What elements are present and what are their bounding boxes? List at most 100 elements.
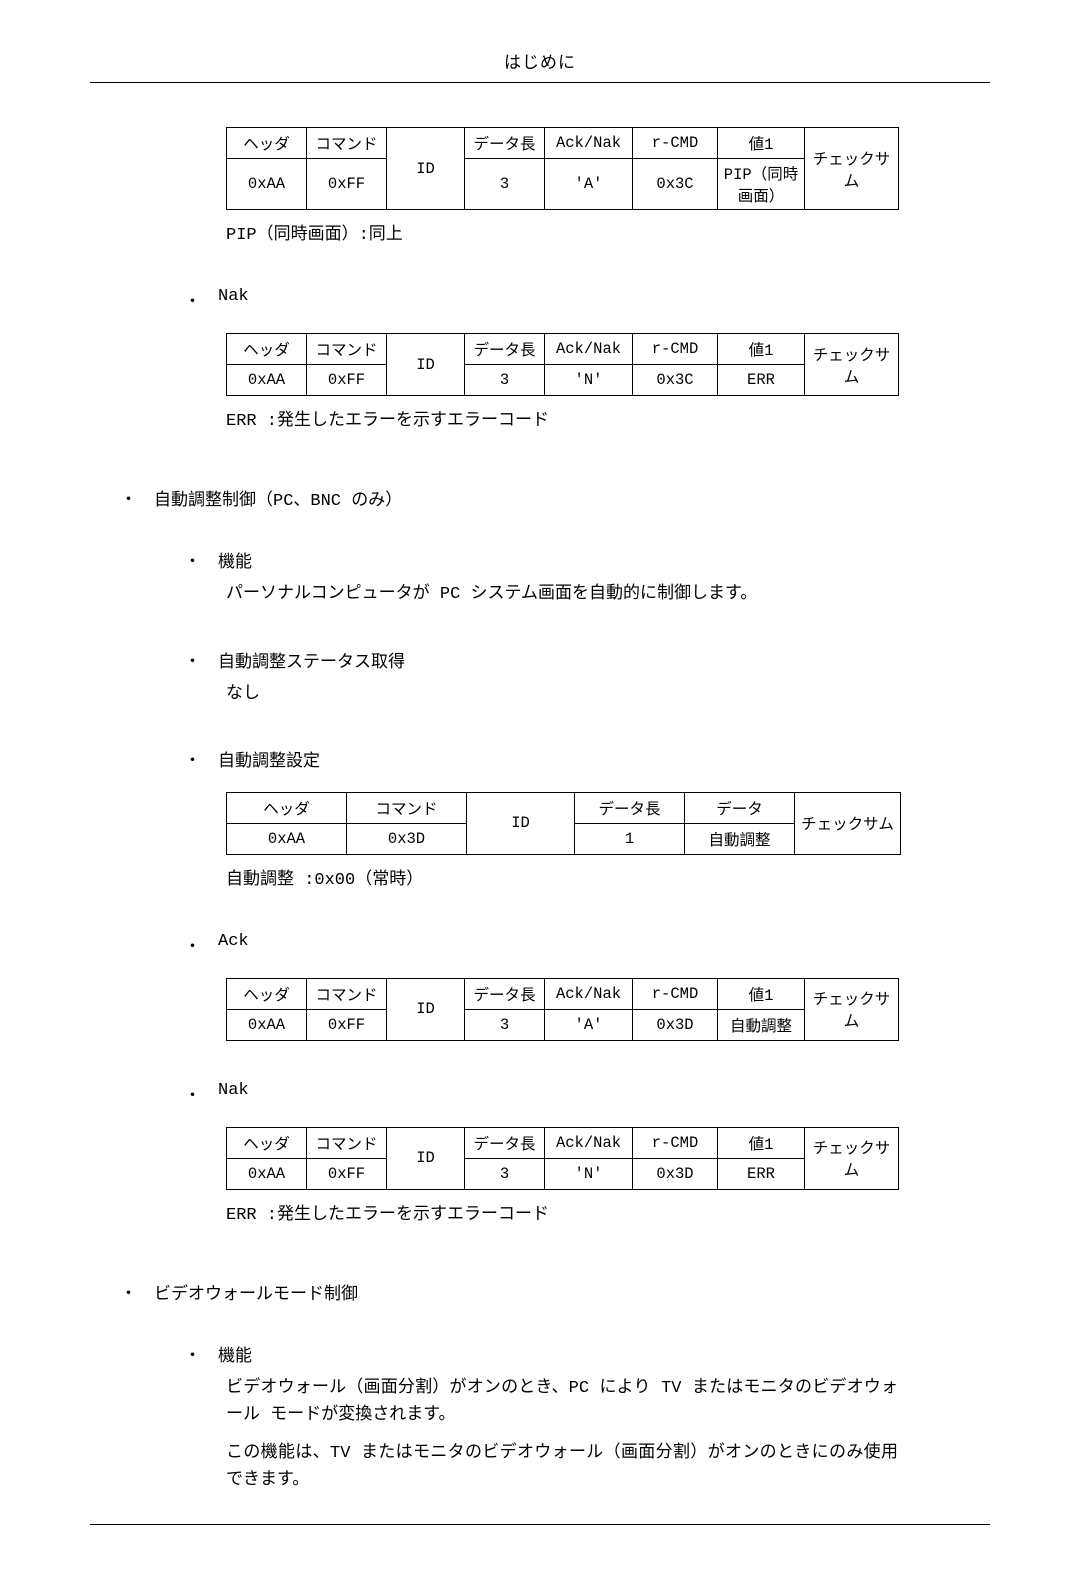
- cell: 3: [465, 365, 545, 396]
- bullet-text: Ack: [218, 932, 990, 951]
- cell: ERR: [718, 365, 805, 396]
- cell: データ長: [465, 1127, 545, 1158]
- bullet-dot-icon: ・: [184, 547, 218, 573]
- cell: 0xFF: [307, 365, 387, 396]
- cell: 'A': [545, 159, 633, 210]
- cell: 0xAA: [227, 1158, 307, 1189]
- bullet-text: 自動調整設定: [218, 746, 990, 772]
- bullet-nak: ・ Nak: [184, 287, 990, 313]
- cell: ヘッダ: [227, 1127, 307, 1158]
- cell: 0x3C: [633, 365, 718, 396]
- cell: 値1: [718, 334, 805, 365]
- cell: 値1: [718, 978, 805, 1009]
- bullet-ack: ・ Ack: [184, 932, 990, 958]
- table-auto-set: ヘッダ コマンド ID データ長 データ チェックサム 0xAA 0x3D 1 …: [226, 792, 901, 855]
- bullet-dot-icon: ・: [184, 746, 218, 772]
- bullet-dot-icon: ・: [184, 1341, 218, 1367]
- cell: r-CMD: [633, 1127, 718, 1158]
- cell: ヘッダ: [227, 792, 347, 823]
- caption-pip: PIP（同時画面）:同上: [226, 222, 990, 249]
- bullet-func-vw: ・ 機能: [184, 1341, 990, 1367]
- caption-auto: 自動調整 :0x00（常時）: [226, 867, 990, 894]
- cell: 0x3C: [633, 159, 718, 210]
- paragraph-vw2: この機能は、TV またはモニタのビデオウォール（画面分割）がオンのときにのみ使用…: [226, 1440, 898, 1494]
- cell: コマンド: [307, 1127, 387, 1158]
- table-ack-pip: ヘッダ コマンド ID データ長 Ack/Nak r-CMD 値1 チェックサム…: [226, 127, 899, 210]
- cell: 'N': [545, 365, 633, 396]
- section-heading: 自動調整制御（PC、BNC のみ）: [154, 485, 990, 511]
- cell: ヘッダ: [227, 334, 307, 365]
- cell: Ack/Nak: [545, 1127, 633, 1158]
- bullet-func: ・ 機能: [184, 547, 990, 573]
- cell: 自動調整: [718, 1009, 805, 1040]
- paragraph-vw1: ビデオウォール（画面分割）がオンのとき、PC により TV またはモニタのビデオ…: [226, 1375, 898, 1429]
- cell: チェックサム: [795, 792, 901, 854]
- cell: コマンド: [307, 978, 387, 1009]
- cell: r-CMD: [633, 128, 718, 159]
- cell: ID: [387, 1127, 465, 1189]
- bullet-dot-icon: ・: [184, 287, 218, 313]
- bullet-dot-icon: ・: [184, 932, 218, 958]
- cell: r-CMD: [633, 334, 718, 365]
- cell: コマンド: [307, 334, 387, 365]
- table-row: ヘッダ コマンド ID データ長 Ack/Nak r-CMD 値1 チェックサム: [227, 334, 899, 365]
- bullet-text: 機能: [218, 1341, 990, 1367]
- cell: 0xFF: [307, 1158, 387, 1189]
- cell: 'A': [545, 1009, 633, 1040]
- cell: ヘッダ: [227, 128, 307, 159]
- table-row: ヘッダ コマンド ID データ長 データ チェックサム: [227, 792, 901, 823]
- cell: ID: [387, 128, 465, 210]
- table-nak-pip: ヘッダ コマンド ID データ長 Ack/Nak r-CMD 値1 チェックサム…: [226, 333, 899, 396]
- cell: 3: [465, 159, 545, 210]
- cell: 3: [465, 1009, 545, 1040]
- cell: 3: [465, 1158, 545, 1189]
- cell: ID: [467, 792, 575, 854]
- table-row: ヘッダ コマンド ID データ長 Ack/Nak r-CMD 値1 チェックサム: [227, 978, 899, 1009]
- cell: 0xFF: [307, 159, 387, 210]
- cell: 値1: [718, 1127, 805, 1158]
- cell: ID: [387, 334, 465, 396]
- cell: コマンド: [347, 792, 467, 823]
- cell: データ長: [465, 128, 545, 159]
- bullet-text: Nak: [218, 1081, 990, 1100]
- cell: データ長: [575, 792, 685, 823]
- bullet-nak-2: ・ Nak: [184, 1081, 990, 1107]
- page: はじめに ヘッダ コマンド ID データ長 Ack/Nak r-CMD 値1 チ…: [0, 0, 1080, 1575]
- bullet-auto-status: ・ 自動調整ステータス取得: [184, 647, 990, 673]
- table-nak-auto: ヘッダ コマンド ID データ長 Ack/Nak r-CMD 値1 チェックサム…: [226, 1127, 899, 1190]
- cell: 0xAA: [227, 823, 347, 854]
- cell: ID: [387, 978, 465, 1040]
- cell: ERR: [718, 1158, 805, 1189]
- bullet-text: 自動調整ステータス取得: [218, 647, 990, 673]
- section-heading: ビデオウォールモード制御: [154, 1279, 990, 1305]
- page-title: はじめに: [90, 48, 990, 83]
- cell: 自動調整: [685, 823, 795, 854]
- cell: 0xAA: [227, 159, 307, 210]
- table-row: ヘッダ コマンド ID データ長 Ack/Nak r-CMD 値1 チェックサム: [227, 128, 899, 159]
- cell: チェックサム: [805, 1127, 899, 1189]
- table-row: 0xAA 0xFF 3 'N' 0x3C ERR: [227, 365, 899, 396]
- cell: Ack/Nak: [545, 128, 633, 159]
- cell: 0xAA: [227, 1009, 307, 1040]
- bullet-text: 機能: [218, 547, 990, 573]
- cell: 1: [575, 823, 685, 854]
- footer-rule: [90, 1524, 990, 1525]
- bullet-section-vw: ・ ビデオウォールモード制御: [120, 1279, 990, 1305]
- cell: チェックサム: [805, 334, 899, 396]
- cell: データ長: [465, 978, 545, 1009]
- cell: Ack/Nak: [545, 978, 633, 1009]
- cell: データ: [685, 792, 795, 823]
- cell: 値1: [718, 128, 805, 159]
- cell: Ack/Nak: [545, 334, 633, 365]
- caption-err-1: ERR :発生したエラーを示すエラーコード: [226, 408, 990, 435]
- cell: チェックサム: [805, 978, 899, 1040]
- table-row: 0xAA 0xFF 3 'A' 0x3C PIP（同時画面）: [227, 159, 899, 210]
- paragraph-none: なし: [226, 681, 990, 708]
- cell: チェックサム: [805, 128, 899, 210]
- bullet-dot-icon: ・: [120, 485, 154, 511]
- cell: PIP（同時画面）: [718, 159, 805, 210]
- bullet-auto-set: ・ 自動調整設定: [184, 746, 990, 772]
- caption-err-2: ERR :発生したエラーを示すエラーコード: [226, 1202, 990, 1229]
- bullet-section-auto: ・ 自動調整制御（PC、BNC のみ）: [120, 485, 990, 511]
- cell: 0xFF: [307, 1009, 387, 1040]
